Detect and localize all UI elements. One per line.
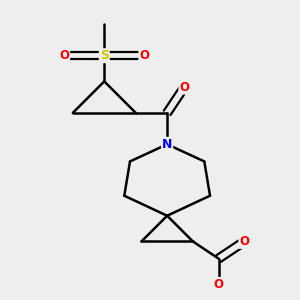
Text: N: N — [162, 138, 172, 151]
Text: O: O — [179, 81, 189, 94]
Text: O: O — [239, 235, 249, 248]
Text: O: O — [59, 49, 69, 62]
Text: O: O — [139, 49, 149, 62]
Text: O: O — [214, 278, 224, 291]
Text: S: S — [100, 49, 109, 62]
